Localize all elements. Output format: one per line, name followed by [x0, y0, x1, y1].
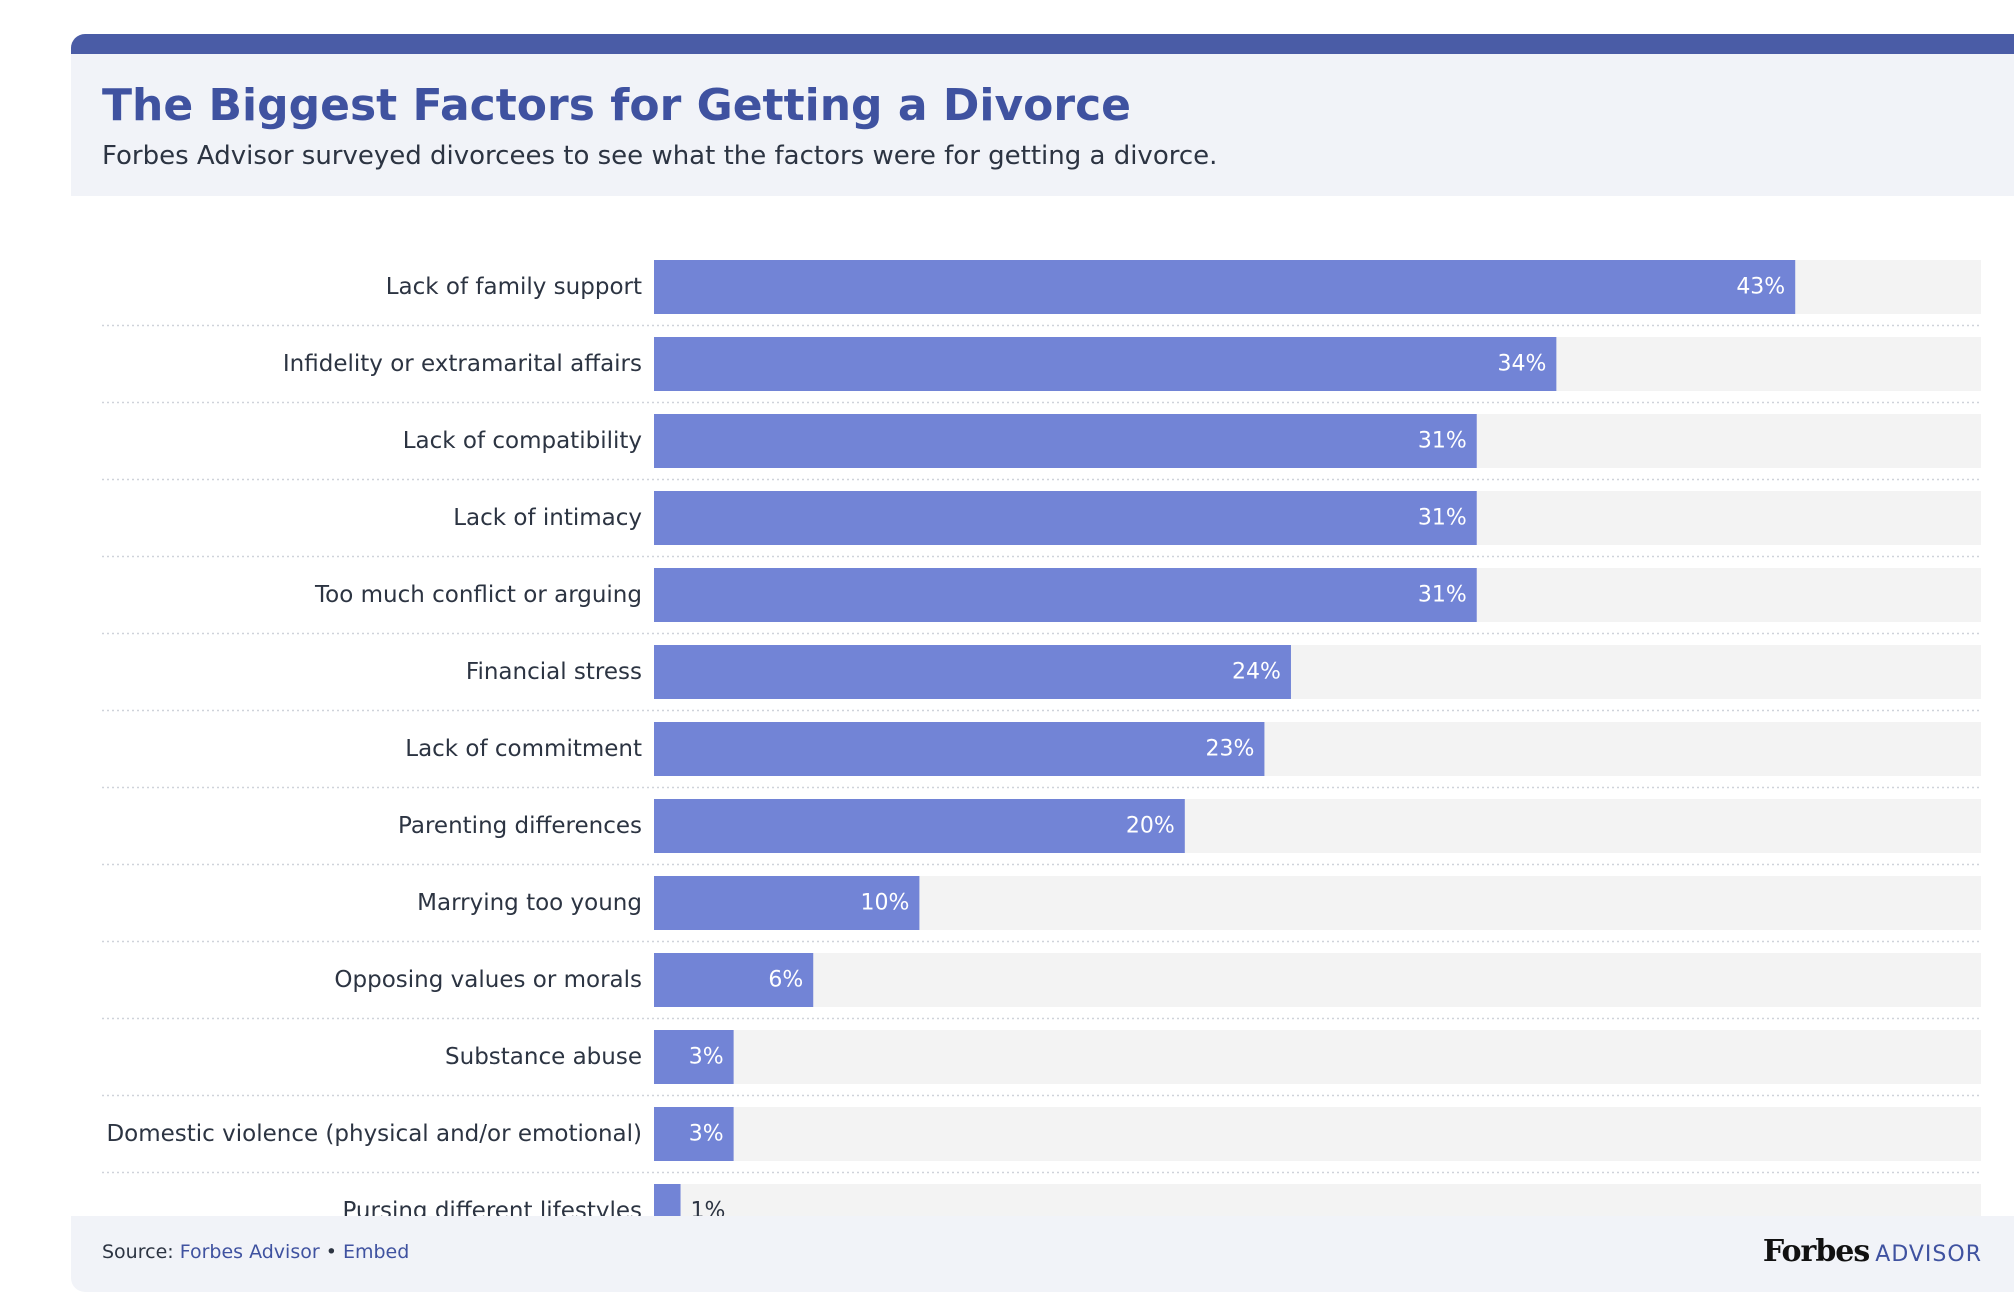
logo-advisor-text: ADVISOR — [1875, 1242, 1982, 1267]
bar-row: Financial stress 24% — [102, 645, 1981, 712]
bar-row: Opposing values or morals 6% — [102, 953, 1981, 1020]
embed-link[interactable]: Embed — [342, 1241, 410, 1263]
value-label: 20% — [1126, 814, 1175, 839]
value-label: 3% — [689, 1122, 724, 1147]
bar[interactable] — [654, 260, 1796, 314]
bar-chart: Lack of family support 43% Infidelity or e… — [71, 196, 2014, 1250]
bar-row: Marrying too young 10% — [102, 876, 1981, 943]
category-label: Lack of family support — [386, 274, 642, 300]
bar-row: Parenting differences 20% — [102, 799, 1981, 866]
bar-row: Too much conflict or arguing 31% — [102, 568, 1981, 635]
value-label: 10% — [860, 891, 909, 916]
value-label: 31% — [1418, 506, 1467, 531]
bar-row: Infidelity or extramarital affairs 34% — [102, 337, 1981, 404]
logo-forbes-text: Forbes — [1762, 1234, 1870, 1269]
category-label: Lack of commitment — [405, 736, 642, 762]
bar[interactable] — [654, 1107, 734, 1161]
bar-row: Domestic violence (physical and/or emoti… — [102, 1107, 1981, 1174]
bar[interactable] — [654, 953, 814, 1007]
value-label: 24% — [1232, 660, 1281, 685]
bar-track — [654, 1107, 1981, 1161]
bar-row: Lack of compatibility 31% — [102, 414, 1981, 481]
bar[interactable] — [654, 414, 1477, 468]
bar[interactable] — [654, 799, 1185, 853]
category-label: Lack of intimacy — [453, 505, 642, 531]
bar-track — [654, 1030, 1981, 1084]
bar[interactable] — [654, 337, 1557, 391]
source-prefix: Source: — [102, 1241, 180, 1263]
value-label: 23% — [1206, 737, 1255, 762]
source-link[interactable]: Forbes Advisor — [179, 1241, 320, 1263]
top-accent-bar — [71, 34, 2014, 54]
value-label: 31% — [1418, 429, 1467, 454]
source-line: Source: Forbes Advisor • Embed — [102, 1238, 409, 1266]
bar[interactable] — [654, 1030, 734, 1084]
category-label: Substance abuse — [445, 1044, 642, 1070]
value-label: 31% — [1418, 583, 1467, 608]
category-label: Too much conflict or arguing — [314, 582, 642, 608]
bar[interactable] — [654, 876, 920, 930]
bar-track — [654, 953, 1981, 1007]
source-separator: • — [319, 1241, 343, 1263]
bar-row: Substance abuse 3% — [102, 1030, 1981, 1097]
chart-subtitle: Forbes Advisor surveyed divorcees to see… — [102, 141, 1218, 171]
bar-row: Lack of family support 43% — [102, 260, 1981, 327]
chart-footer: Source: Forbes Advisor • Embed Forbes ADV… — [71, 1216, 2014, 1292]
bar[interactable] — [654, 722, 1265, 776]
chart-title: The Biggest Factors for Getting a Divorc… — [102, 80, 1131, 131]
bar[interactable] — [654, 491, 1477, 545]
bar[interactable] — [654, 568, 1477, 622]
bar-row: Lack of intimacy 31% — [102, 491, 1981, 558]
category-label: Domestic violence (physical and/or emoti… — [106, 1121, 642, 1147]
value-label: 6% — [768, 968, 803, 993]
forbes-advisor-logo[interactable]: Forbes ADVISOR — [1763, 1232, 1982, 1276]
category-label: Infidelity or extramarital affairs — [283, 351, 642, 377]
chart-header: The Biggest Factors for Getting a Divorc… — [71, 54, 2014, 196]
value-label: 3% — [689, 1045, 724, 1070]
bar[interactable] — [654, 645, 1291, 699]
category-label: Marrying too young — [417, 890, 642, 916]
category-label: Financial stress — [466, 659, 642, 685]
bar-chart-svg: Lack of family support 43% Infidelity or e… — [102, 260, 1981, 1238]
category-label: Parenting differences — [398, 813, 642, 839]
value-label: 43% — [1736, 275, 1785, 300]
chart-card: The Biggest Factors for Getting a Divorc… — [71, 34, 2014, 1292]
bar-row: Lack of commitment 23% — [102, 722, 1981, 789]
value-label: 34% — [1497, 352, 1546, 377]
category-label: Lack of compatibility — [403, 428, 642, 454]
category-label: Opposing values or morals — [334, 967, 642, 993]
